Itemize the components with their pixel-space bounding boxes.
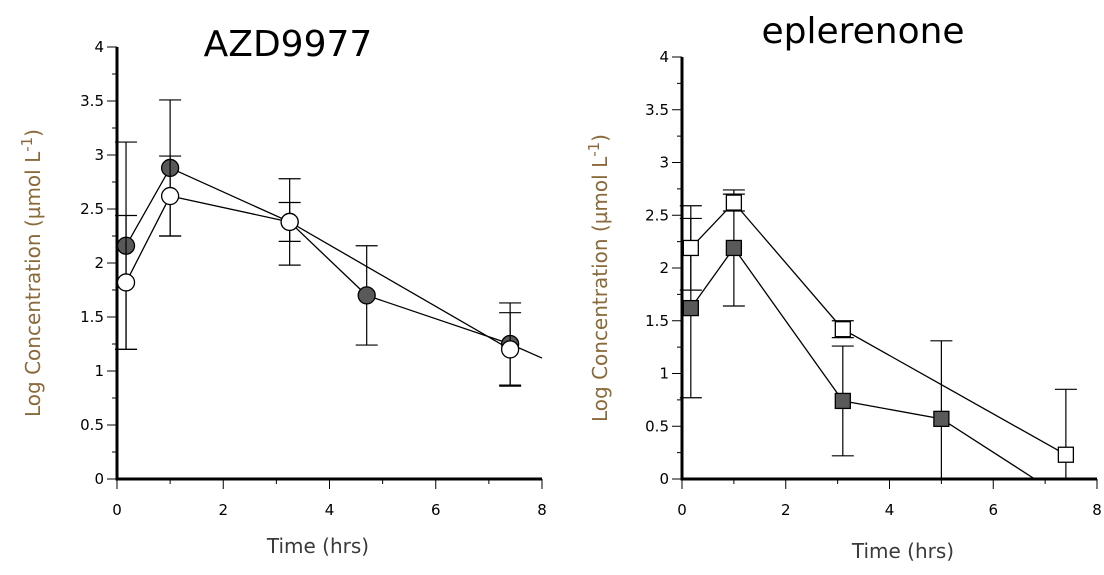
data-point <box>725 239 743 257</box>
chart-title: eplerenone <box>761 11 964 52</box>
data-point <box>682 239 699 257</box>
y-tick-label: 2 <box>659 259 669 277</box>
chart-panel-2: eplerenone 0 0.5 1 1.5 2 2.5 3 3.5 4 0 2 4 6 8 Time (hr… <box>585 11 1102 563</box>
series-line <box>125 195 511 350</box>
series-1 <box>679 189 1036 480</box>
y-axis-label-close: ) <box>588 134 612 142</box>
data-point <box>834 321 851 338</box>
series-1 <box>115 99 543 386</box>
y-axis-label-sup: -1 <box>585 142 603 157</box>
x-tick-label: 4 <box>885 501 895 519</box>
y-tick-label: 0 <box>94 470 104 488</box>
x-tick-label: 2 <box>781 501 791 519</box>
y-axis-label: Log Concentration (µmol L-1) <box>18 129 45 417</box>
data-point <box>725 194 743 211</box>
data-point <box>834 392 851 410</box>
data-point <box>1057 446 1075 463</box>
y-tick-label: 1.5 <box>645 312 669 330</box>
series-line <box>125 167 543 359</box>
y-tick-label: 2 <box>94 254 104 272</box>
series-line <box>690 201 1067 456</box>
data-point <box>280 212 299 232</box>
data-point <box>357 286 376 305</box>
x-axis-label: Time (hrs) <box>851 539 954 563</box>
data-point <box>160 186 180 206</box>
x-tick-label: 8 <box>1092 501 1102 519</box>
y-tick-label: 1 <box>94 362 104 380</box>
x-tick-label: 0 <box>677 501 687 519</box>
data-point <box>116 273 136 292</box>
y-tick-label: 3 <box>94 146 104 164</box>
y-tick-label: 1 <box>659 365 669 383</box>
x-tick-label: 6 <box>431 501 441 519</box>
y-tick-label: 4 <box>659 48 669 66</box>
data-point <box>682 299 699 317</box>
y-axis-label-close: ) <box>21 129 45 137</box>
y-tick-label: 4 <box>94 38 104 56</box>
y-axis-label: Log Concentration (µmol L-1) <box>585 134 612 422</box>
y-axis-label-main: Log Concentration (µmol L <box>588 156 612 422</box>
x-tick-label: 6 <box>988 501 998 519</box>
y-tick-label: 0.5 <box>645 417 669 435</box>
data-point <box>500 340 520 359</box>
y-tick-label: 0.5 <box>80 416 104 434</box>
y-tick-label: 3.5 <box>80 92 104 110</box>
x-tick-label: 0 <box>112 501 122 519</box>
y-tick-label: 1.5 <box>80 308 104 326</box>
chart-panel-1: AZD9977 0 0.5 1 1.5 2 2.5 3 3.5 4 0 2 4 6 8 Time (hrs) L… <box>18 24 547 558</box>
x-tick-label: 4 <box>325 501 335 519</box>
series-2 <box>115 155 522 387</box>
y-tick-label: 2.5 <box>80 200 104 218</box>
y-tick-label: 3.5 <box>645 101 669 119</box>
chart-title: AZD9977 <box>204 24 373 65</box>
y-tick-label: 3 <box>659 154 669 172</box>
y-axis-label-sup: -1 <box>18 137 36 152</box>
x-tick-label: 2 <box>218 501 228 519</box>
x-axis-label: Time (hrs) <box>266 534 369 558</box>
y-axis-label-main: Log Concentration (µmol L <box>21 151 45 417</box>
series-2 <box>679 193 1077 480</box>
series-line <box>690 246 1036 479</box>
x-tick-label: 8 <box>537 501 547 519</box>
y-tick-label: 2.5 <box>645 206 669 224</box>
y-tick-label: 0 <box>659 470 669 488</box>
data-point <box>933 410 950 428</box>
